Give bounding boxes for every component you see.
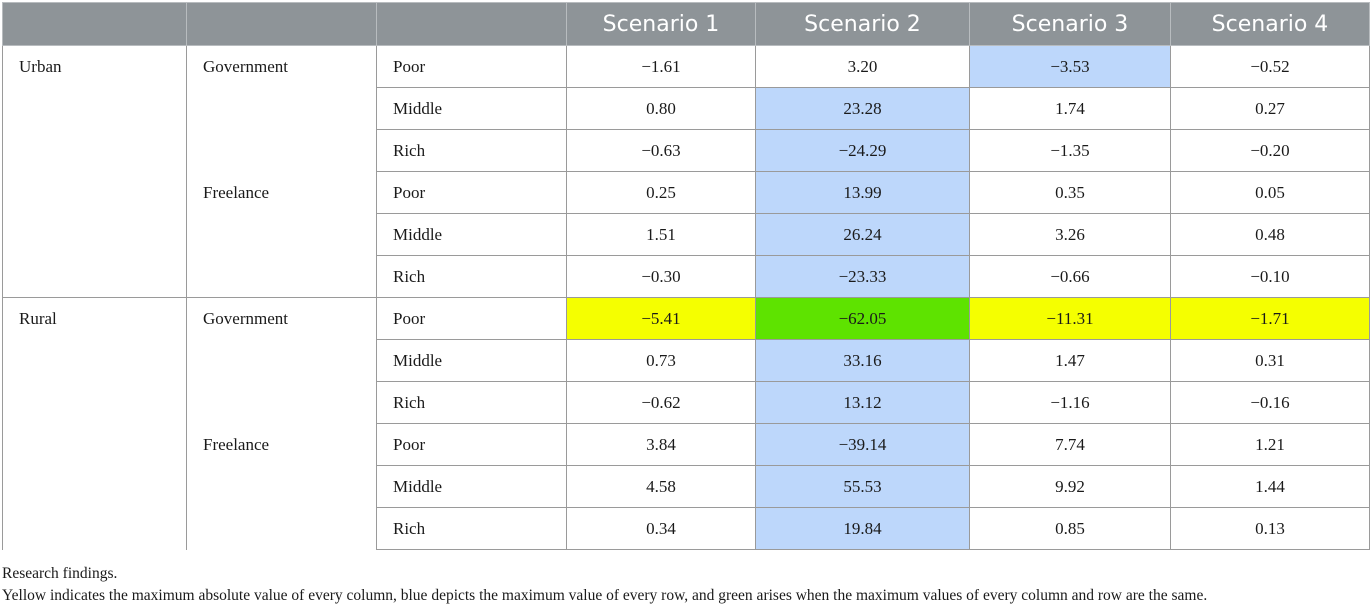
value-cell: 0.48 bbox=[1170, 213, 1370, 256]
table-footnotes: Research findings. Yellow indicates the … bbox=[2, 563, 1370, 607]
table-row: Middle 0.73 33.16 1.47 0.31 bbox=[3, 339, 1370, 382]
value-cell: −0.62 bbox=[566, 381, 756, 424]
value-cell: 0.27 bbox=[1170, 87, 1370, 130]
subgroup-label: Freelance bbox=[186, 171, 377, 298]
value-cell: 4.58 bbox=[566, 465, 756, 508]
value-cell: −1.61 bbox=[566, 45, 756, 88]
value-cell: −1.35 bbox=[969, 129, 1171, 172]
value-cell: 0.31 bbox=[1170, 339, 1370, 382]
table-row: Urban Government Poor −1.61 3.20 −3.53 −… bbox=[2, 45, 1370, 298]
highlight-legend-note: Yellow indicates the maximum absolute va… bbox=[2, 587, 1208, 604]
value-cell: 0.85 bbox=[969, 507, 1171, 550]
header-cell-scenario-2: Scenario 2 bbox=[755, 2, 970, 46]
header-cell-scenario-3: Scenario 3 bbox=[969, 2, 1171, 46]
value-cell: 0.73 bbox=[566, 339, 756, 382]
income-label: Middle bbox=[376, 87, 567, 130]
header-cell-employment bbox=[186, 2, 377, 46]
value-cell: 0.35 bbox=[969, 171, 1171, 214]
group-label-rural: Rural bbox=[2, 297, 187, 550]
group-label-urban: Urban bbox=[2, 45, 187, 298]
income-label: Rich bbox=[376, 507, 567, 550]
table-row: Rural Government Poor −5.41 −62.05 −11.3… bbox=[2, 297, 1370, 550]
income-label: Middle bbox=[376, 339, 567, 382]
value-cell-highlighted-blue: −39.14 bbox=[755, 423, 970, 466]
subgroup-label: Government bbox=[186, 45, 377, 172]
value-cell: 3.20 bbox=[755, 45, 970, 88]
value-cell: 0.34 bbox=[566, 507, 756, 550]
value-cell-highlighted-yellow: −11.31 bbox=[969, 297, 1171, 340]
value-cell: 0.25 bbox=[566, 171, 756, 214]
income-label: Rich bbox=[376, 255, 567, 298]
value-cell-highlighted-blue: 19.84 bbox=[755, 507, 970, 550]
value-cell: −1.16 bbox=[969, 381, 1171, 424]
value-cell: 7.74 bbox=[969, 423, 1171, 466]
income-label: Poor bbox=[376, 297, 567, 340]
table-row: Rich −0.30 −23.33 −0.66 −0.10 bbox=[3, 255, 1370, 298]
table-row: Freelance Poor 0.25 13.99 0.35 0.05 bbox=[3, 171, 1370, 298]
value-cell: 9.92 bbox=[969, 465, 1171, 508]
income-label: Middle bbox=[376, 465, 567, 508]
value-cell-highlighted-blue: 33.16 bbox=[755, 339, 970, 382]
value-cell-highlighted-blue: 26.24 bbox=[755, 213, 970, 256]
income-label: Middle bbox=[376, 213, 567, 256]
value-cell: 1.44 bbox=[1170, 465, 1370, 508]
value-cell-highlighted-yellow: −5.41 bbox=[566, 297, 756, 340]
value-cell: 1.51 bbox=[566, 213, 756, 256]
value-cell: −0.30 bbox=[566, 255, 756, 298]
value-cell-highlighted-blue: −23.33 bbox=[755, 255, 970, 298]
income-label: Poor bbox=[376, 423, 567, 466]
table-row: Rich −0.62 13.12 −1.16 −0.16 bbox=[3, 381, 1370, 424]
value-cell: −0.63 bbox=[566, 129, 756, 172]
value-cell: −0.52 bbox=[1170, 45, 1370, 88]
header-cell-location bbox=[2, 2, 187, 46]
value-cell: 0.05 bbox=[1170, 171, 1370, 214]
value-cell: −0.20 bbox=[1170, 129, 1370, 172]
value-cell-highlighted-blue: 23.28 bbox=[755, 87, 970, 130]
value-cell-highlighted-blue: −24.29 bbox=[755, 129, 970, 172]
table-row: Middle 1.51 26.24 3.26 0.48 bbox=[3, 213, 1370, 256]
results-table: Scenario 1 Scenario 2 Scenario 3 Scenari… bbox=[2, 2, 1370, 550]
value-cell: 3.26 bbox=[969, 213, 1171, 256]
income-label: Rich bbox=[376, 381, 567, 424]
table-caption: Research findings. bbox=[2, 565, 118, 582]
income-label: Poor bbox=[376, 45, 567, 88]
table-row: Rich −0.63 −24.29 −1.35 −0.20 bbox=[3, 129, 1370, 172]
value-cell: 0.13 bbox=[1170, 507, 1370, 550]
value-cell-highlighted-blue: 13.12 bbox=[755, 381, 970, 424]
table-row: Middle 0.80 23.28 1.74 0.27 bbox=[3, 87, 1370, 130]
header-cell-scenario-1: Scenario 1 bbox=[566, 2, 756, 46]
value-cell: 3.84 bbox=[566, 423, 756, 466]
value-cell: −0.66 bbox=[969, 255, 1171, 298]
subgroup-label: Government bbox=[186, 297, 377, 424]
value-cell-highlighted-blue: 55.53 bbox=[755, 465, 970, 508]
header-cell-scenario-4: Scenario 4 bbox=[1170, 2, 1370, 46]
subgroup-label: Freelance bbox=[186, 423, 377, 550]
value-cell: −0.16 bbox=[1170, 381, 1370, 424]
value-cell-highlighted-yellow: −1.71 bbox=[1170, 297, 1370, 340]
value-cell: −0.10 bbox=[1170, 255, 1370, 298]
income-label: Rich bbox=[376, 129, 567, 172]
table-row: Rich 0.34 19.84 0.85 0.13 bbox=[3, 507, 1370, 550]
table-header-row: Scenario 1 Scenario 2 Scenario 3 Scenari… bbox=[2, 2, 1370, 46]
table-row: Freelance Poor 3.84 −39.14 7.74 1.21 bbox=[3, 423, 1370, 550]
header-cell-income bbox=[376, 2, 567, 46]
value-cell-highlighted-blue: −3.53 bbox=[969, 45, 1171, 88]
income-label: Poor bbox=[376, 171, 567, 214]
value-cell: 1.74 bbox=[969, 87, 1171, 130]
results-table-container: Scenario 1 Scenario 2 Scenario 3 Scenari… bbox=[2, 2, 1370, 550]
value-cell: 1.21 bbox=[1170, 423, 1370, 466]
value-cell-highlighted-green: −62.05 bbox=[755, 297, 970, 340]
value-cell: 1.47 bbox=[969, 339, 1171, 382]
value-cell-highlighted-blue: 13.99 bbox=[755, 171, 970, 214]
value-cell: 0.80 bbox=[566, 87, 756, 130]
